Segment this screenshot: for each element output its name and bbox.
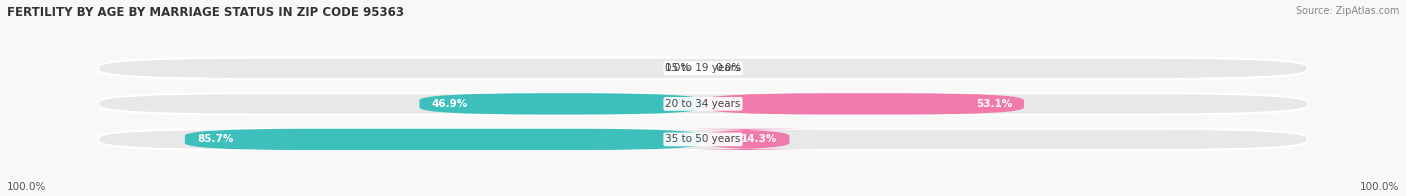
Text: 100.0%: 100.0% — [7, 182, 46, 192]
Text: FERTILITY BY AGE BY MARRIAGE STATUS IN ZIP CODE 95363: FERTILITY BY AGE BY MARRIAGE STATUS IN Z… — [7, 6, 404, 19]
FancyBboxPatch shape — [184, 129, 703, 150]
FancyBboxPatch shape — [668, 129, 824, 150]
FancyBboxPatch shape — [703, 93, 1024, 114]
Text: 0.0%: 0.0% — [716, 63, 741, 73]
FancyBboxPatch shape — [419, 93, 703, 114]
FancyBboxPatch shape — [98, 58, 1308, 79]
Text: 100.0%: 100.0% — [1360, 182, 1399, 192]
Text: 46.9%: 46.9% — [432, 99, 468, 109]
Text: 14.3%: 14.3% — [741, 134, 778, 144]
Text: 85.7%: 85.7% — [197, 134, 233, 144]
Text: 20 to 34 years: 20 to 34 years — [665, 99, 741, 109]
Text: 0.0%: 0.0% — [665, 63, 690, 73]
FancyBboxPatch shape — [98, 129, 1308, 150]
Text: Source: ZipAtlas.com: Source: ZipAtlas.com — [1295, 6, 1399, 16]
FancyBboxPatch shape — [98, 93, 1308, 114]
Text: 53.1%: 53.1% — [976, 99, 1012, 109]
Text: 35 to 50 years: 35 to 50 years — [665, 134, 741, 144]
Text: 15 to 19 years: 15 to 19 years — [665, 63, 741, 73]
